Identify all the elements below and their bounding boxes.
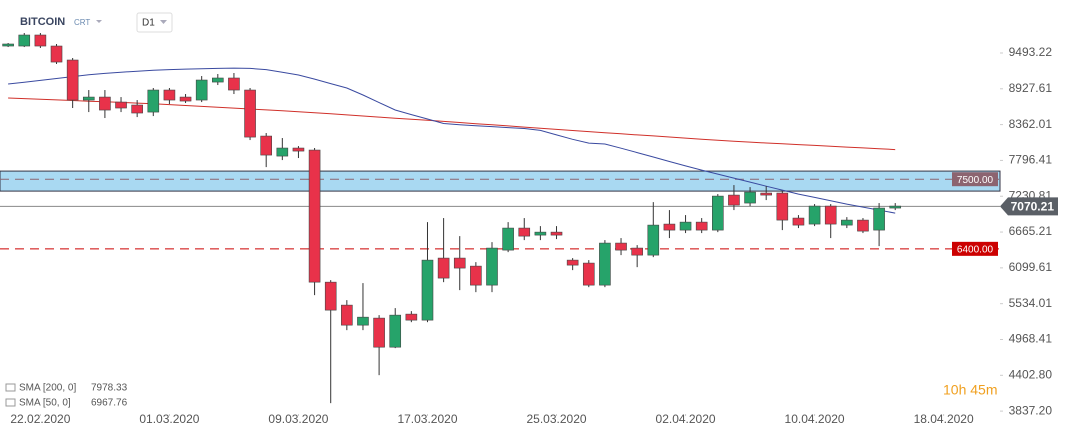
level-label: 7500.00 [957,175,994,186]
candle-body [163,89,176,101]
candle-body [776,192,789,221]
candle-body [760,192,772,196]
candle-body [792,217,805,226]
level-label-box [952,172,998,187]
candle-body [582,262,595,286]
candle-body [2,43,14,47]
current-price-label: 7070.21 [1011,200,1055,214]
x-tick-label: 01.03.2020 [139,412,199,426]
legend-icon [5,383,16,392]
candle-body [695,221,708,231]
candle-body [744,191,756,204]
plot-area [0,32,1001,404]
candle-body [66,59,79,101]
candle-body [712,195,724,231]
zone [0,170,1001,192]
candle-body [534,231,547,236]
candle-body [728,194,740,206]
candle-body [195,79,208,101]
candle-body [518,227,531,237]
chart-title: BITCOIN [20,16,65,28]
candle-body [615,242,627,251]
candle-body [841,219,853,226]
dropdown-arrow [160,20,167,24]
y-tick-label: 6099.61 [1009,260,1053,274]
x-tick-label: 02.04.2020 [656,412,716,426]
candle-body [373,317,385,348]
candle-body [147,89,160,113]
legend-value: 7978.33 [91,383,128,394]
candle-body [663,223,676,231]
candle-body [308,149,321,283]
y-tick-label: 8927.61 [1009,81,1053,95]
candle-body [486,247,498,286]
candle-body [34,34,47,47]
candle-body [341,304,353,326]
candle-body [115,101,127,109]
y-tick-label: 4402.80 [1009,367,1053,381]
countdown: 10h 45m [943,382,997,398]
y-tick-label: 4968.41 [1009,332,1053,346]
candle-body [824,205,837,225]
x-tick-label: 22.02.2020 [10,412,70,426]
legend-value: 6967.76 [91,398,128,409]
candle-body [679,221,692,231]
legend-name: SMA [200, 0] [19,383,76,394]
candle-body [470,265,482,286]
candle-body [244,89,256,138]
legend-name: SMA [50, 0] [19,398,71,409]
candle-body [99,96,111,111]
y-tick-label: 5534.01 [1009,296,1053,310]
legend-icon [5,398,16,407]
candle-body [631,247,643,256]
level-label: 6400.00 [957,244,994,255]
instrument-type[interactable]: CRT [74,18,90,27]
candle-body [212,77,224,83]
x-tick-label: 09.03.2020 [268,412,328,426]
timeframe-box[interactable] [136,12,173,33]
current-price-box [1000,197,1058,216]
y-tick-label: 6665.21 [1009,224,1053,238]
candle-body [647,224,660,256]
candle-body [808,205,821,225]
candle-body [324,281,337,311]
candle-body [599,242,611,286]
candle-body [857,219,869,232]
candle-body [389,314,402,348]
timeframe: D1 [142,18,155,29]
candle-body [276,147,289,157]
candle-body [453,257,466,269]
dropdown-arrow [96,20,102,23]
y-tick-label: 9493.22 [1009,45,1053,59]
candle-body [18,34,31,47]
candle-body [437,257,450,279]
candle-body [550,231,563,236]
candle-body [131,104,143,114]
candle-body [228,77,240,91]
x-tick-label: 17.03.2020 [397,412,457,426]
y-tick-label: 7796.41 [1009,153,1053,167]
candle-body [566,259,579,266]
candle-body [889,205,902,209]
candle-body [179,96,192,102]
candle-body [260,135,272,156]
candle-body [357,316,369,326]
y-tick-label: 3837.20 [1009,403,1053,417]
x-tick-label: 18.04.2020 [914,412,974,426]
candle-body [82,96,95,101]
candle-body [502,227,514,251]
y-tick-label: 8362.01 [1009,117,1053,131]
candle-body [405,313,418,321]
level-label-box [952,241,998,256]
x-tick-label: 10.04.2020 [785,412,845,426]
candle-body [421,259,434,321]
candle-body [50,45,63,63]
candle-body [292,147,305,152]
sma-line [8,67,896,214]
x-tick-label: 25.03.2020 [526,412,586,426]
candle-body [873,207,885,231]
